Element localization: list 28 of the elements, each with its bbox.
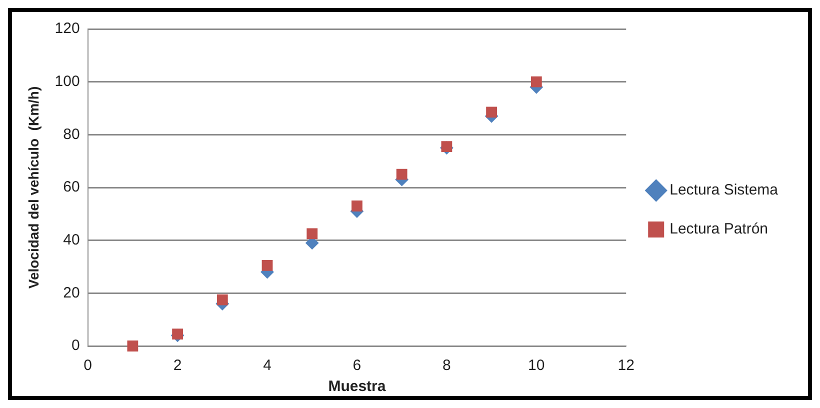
point [262,260,273,271]
y-tick-label: 60 [63,178,80,196]
x-tick-label: 4 [263,357,272,374]
y-tick-label: 120 [54,20,80,38]
x-tick-label: 8 [442,357,451,374]
point [441,141,452,152]
x-axis-title: Muestra [328,378,386,396]
point [216,294,228,306]
point [396,168,408,180]
legend-label: Lectura Sistema [670,182,779,199]
y-tick-label: 0 [71,337,80,354]
point [306,228,318,240]
y-tick-label: 20 [63,284,80,302]
x-tick-label: 0 [84,357,92,374]
point [530,76,542,88]
y-tick-label: 80 [63,126,80,143]
point [352,200,362,212]
legend-label: Lectura Patrón [670,220,768,238]
x-tick-label: 12 [618,357,634,374]
x-tick-label: 10 [528,357,545,374]
point [172,328,183,340]
point [486,106,497,118]
y-axis-title: Velocidad del vehículo (Km/h) [25,86,42,289]
y-tick-label: 100 [54,72,80,90]
point [127,340,138,352]
y-tick-label: 40 [63,231,80,248]
x-tick-label: 2 [173,357,182,374]
x-tick-label: 6 [352,357,362,374]
